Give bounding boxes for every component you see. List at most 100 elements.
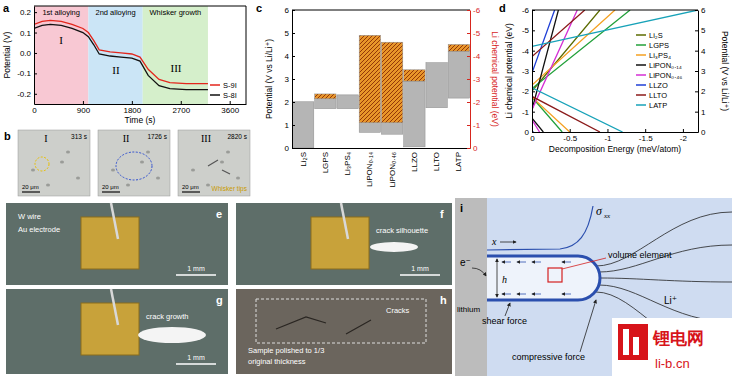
electron-label: e⁻ xyxy=(460,257,471,268)
tick-label: -4 xyxy=(522,47,530,56)
photo-label: Sample polished to 1/3 xyxy=(248,346,324,355)
tick: LGPS xyxy=(321,152,330,173)
tick-label: 900 xyxy=(77,106,91,115)
tick: -1 xyxy=(604,129,612,143)
volume-pointer xyxy=(562,258,606,269)
tick-mark xyxy=(467,79,470,80)
crack-lines xyxy=(276,317,371,334)
y-axis: 0-1-2-3-4-5-6 xyxy=(522,6,535,137)
annotation: Whisker tips xyxy=(212,185,248,193)
axis-line xyxy=(698,11,699,133)
legend-label: LiPON₀.₄₆ xyxy=(649,71,682,80)
tick-label: -3 xyxy=(473,75,481,84)
speck xyxy=(206,184,210,187)
tick-mark xyxy=(532,30,535,31)
tick: -0.5 xyxy=(563,129,577,143)
y-axis-title: Li chemical potential (eV) xyxy=(504,23,514,119)
frame-line xyxy=(34,6,246,7)
panel-label: d xyxy=(499,2,506,14)
panel-b: bI313 s20 μmII1726 s20 μmIII2820 s20 μmW… xyxy=(4,130,250,196)
tick-label: -1 xyxy=(522,108,530,117)
tick-mark xyxy=(645,129,646,132)
speck xyxy=(226,151,230,154)
figure: 1st alloying2nd alloyingWhisker growth09… xyxy=(0,0,732,376)
legend-swatch xyxy=(636,104,646,106)
time-label: 1726 s xyxy=(147,133,167,140)
annotation: I xyxy=(59,34,63,46)
tick: -1 xyxy=(522,108,535,117)
tick-mark xyxy=(292,102,295,103)
tick-mark xyxy=(467,148,470,149)
y-axis-title: Potential (V vs Li/Li⁺) xyxy=(264,39,274,119)
tick-mark xyxy=(532,51,535,52)
axis-arrow xyxy=(500,242,516,243)
wire xyxy=(341,203,348,239)
shear-arrow xyxy=(517,294,526,295)
tick: 0.2 xyxy=(20,8,37,17)
tick-mark xyxy=(695,30,698,31)
plot-area xyxy=(532,10,698,132)
tick: -3 xyxy=(522,67,535,76)
speck xyxy=(220,161,224,164)
tick: LATP xyxy=(454,152,463,171)
tick-label: 6 xyxy=(285,6,290,15)
line xyxy=(34,20,208,83)
tick: -2 xyxy=(467,98,481,107)
line xyxy=(34,24,208,89)
wire xyxy=(111,289,118,325)
tick: -5 xyxy=(522,26,535,35)
tick: 0 xyxy=(525,128,535,137)
panel-label: h xyxy=(440,294,447,306)
photo-image xyxy=(236,203,452,285)
electrode xyxy=(81,217,139,269)
tick-label: -1 xyxy=(604,134,612,143)
tick-label: -2 xyxy=(522,87,530,96)
legend-swatch xyxy=(210,84,220,86)
bar xyxy=(448,51,469,98)
micrograph: III2820 s20 μmWhisker tips xyxy=(178,130,250,196)
legend-swatch xyxy=(636,84,646,86)
tick: -2 xyxy=(680,129,688,143)
tick-label: 6 xyxy=(701,6,706,15)
height-arrow xyxy=(497,259,498,297)
scale-bar xyxy=(176,274,216,276)
whisker xyxy=(208,160,230,174)
tick-mark xyxy=(695,71,698,72)
tick-label: LGPS xyxy=(321,152,330,173)
axis-line xyxy=(533,132,699,133)
micrograph: II1726 s20 μm xyxy=(98,130,170,196)
line xyxy=(532,10,555,132)
crack xyxy=(370,242,418,252)
line xyxy=(532,10,558,132)
tick: 3 xyxy=(285,75,295,84)
tick: 1 xyxy=(285,121,295,130)
scale-bar xyxy=(102,191,120,193)
photo-image xyxy=(6,203,228,285)
tick-label: -5 xyxy=(473,29,481,38)
axis-label: x xyxy=(491,236,497,247)
photo-label: W wire xyxy=(18,212,41,221)
bar xyxy=(337,95,358,109)
bar xyxy=(426,63,447,108)
legend: Li₂SLGPSLi₃PS₄LiPON₀.₁₄LiPON₀.₄₆LLZOLLTO… xyxy=(636,31,682,110)
line xyxy=(532,10,615,132)
x-axis: 0900180027003600 xyxy=(32,101,246,115)
tick-mark xyxy=(292,56,295,57)
shear-arrow xyxy=(562,294,571,295)
tick: -5 xyxy=(467,29,481,38)
tick-mark xyxy=(695,10,698,11)
lithium-region xyxy=(455,198,487,376)
tick-label: 1 xyxy=(701,108,706,117)
bar xyxy=(315,99,336,109)
tick: Li₃PS₄ xyxy=(343,152,352,175)
watermark-background xyxy=(612,318,732,376)
tick-label: -0.5 xyxy=(563,134,577,143)
micrograph: I313 s20 μm xyxy=(18,130,90,196)
speck xyxy=(191,169,195,172)
tick-mark xyxy=(695,132,698,133)
tick-mark xyxy=(683,129,684,132)
tick: 3 xyxy=(695,67,706,76)
photo: W wireAu electrode1 mme xyxy=(6,203,228,285)
frame-line xyxy=(292,10,470,11)
photo-label: crack growth xyxy=(146,312,189,321)
